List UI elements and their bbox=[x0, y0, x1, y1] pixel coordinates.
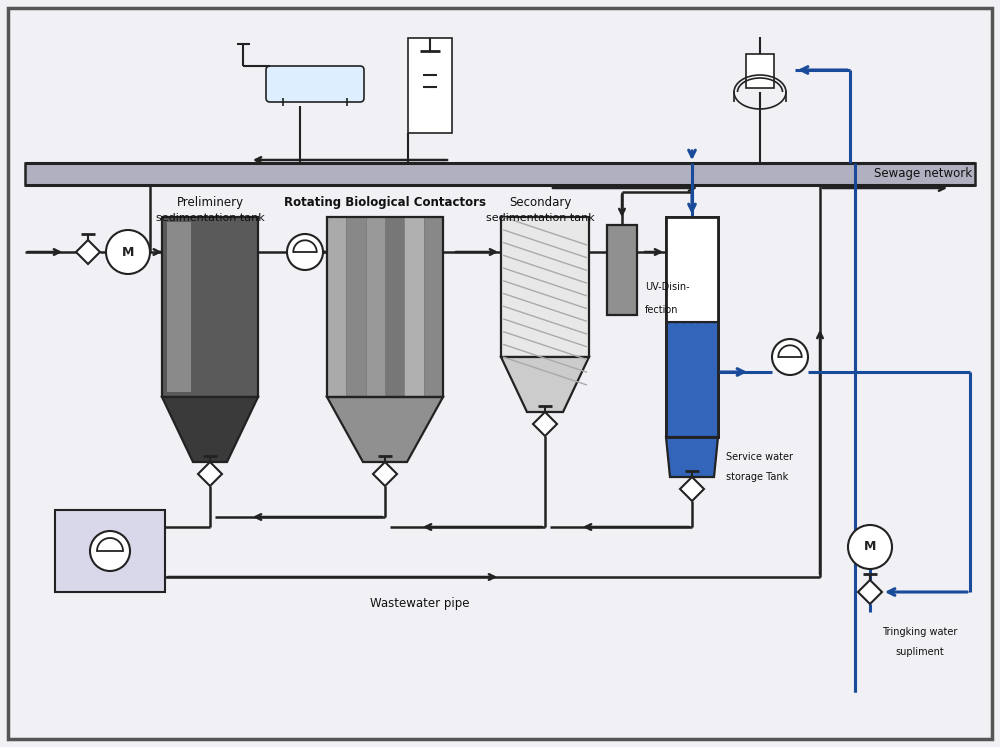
FancyBboxPatch shape bbox=[266, 66, 364, 102]
Bar bbox=[746, 54, 774, 88]
Text: sedimentation tank: sedimentation tank bbox=[156, 213, 264, 223]
Text: M: M bbox=[864, 541, 876, 554]
Text: sedimentation tank: sedimentation tank bbox=[486, 213, 594, 223]
Bar bbox=[55, 510, 165, 592]
Circle shape bbox=[106, 230, 150, 274]
Bar bbox=[424, 217, 443, 397]
Bar bbox=[666, 217, 718, 322]
Bar bbox=[162, 217, 258, 397]
Bar bbox=[501, 217, 589, 357]
Bar bbox=[666, 217, 718, 437]
Bar bbox=[327, 217, 346, 397]
Bar bbox=[666, 217, 718, 437]
Circle shape bbox=[287, 234, 323, 270]
Bar bbox=[666, 322, 718, 437]
Polygon shape bbox=[858, 580, 882, 604]
Text: Service water: Service water bbox=[726, 452, 793, 462]
Text: Preliminery: Preliminery bbox=[176, 196, 244, 209]
Polygon shape bbox=[666, 437, 718, 477]
Circle shape bbox=[90, 531, 130, 571]
Bar bbox=[408, 38, 452, 133]
Polygon shape bbox=[680, 477, 704, 501]
Text: Tringking water: Tringking water bbox=[882, 627, 958, 637]
Bar bbox=[385, 217, 404, 397]
Text: storage Tank: storage Tank bbox=[726, 472, 788, 482]
Polygon shape bbox=[198, 462, 222, 486]
Bar bbox=[346, 217, 366, 397]
Bar bbox=[404, 217, 424, 397]
Text: UV-Disin-: UV-Disin- bbox=[645, 282, 690, 292]
Text: fection: fection bbox=[645, 305, 678, 315]
Bar bbox=[366, 217, 385, 397]
Text: Rotating Biological Contactors: Rotating Biological Contactors bbox=[284, 196, 486, 209]
Text: supliment: supliment bbox=[896, 647, 944, 657]
Bar bbox=[607, 225, 637, 315]
Bar bbox=[327, 217, 443, 397]
Polygon shape bbox=[501, 357, 589, 412]
Text: Secondary: Secondary bbox=[509, 196, 571, 209]
Text: Wastewater pipe: Wastewater pipe bbox=[370, 597, 470, 610]
Polygon shape bbox=[162, 397, 258, 462]
Polygon shape bbox=[373, 462, 397, 486]
Polygon shape bbox=[327, 397, 443, 462]
Bar bbox=[167, 222, 191, 392]
Circle shape bbox=[772, 339, 808, 375]
Circle shape bbox=[848, 525, 892, 569]
Bar bbox=[25, 163, 975, 185]
Polygon shape bbox=[76, 240, 100, 264]
Text: M: M bbox=[122, 246, 134, 258]
Text: Sewage network: Sewage network bbox=[874, 167, 972, 180]
Polygon shape bbox=[533, 412, 557, 436]
